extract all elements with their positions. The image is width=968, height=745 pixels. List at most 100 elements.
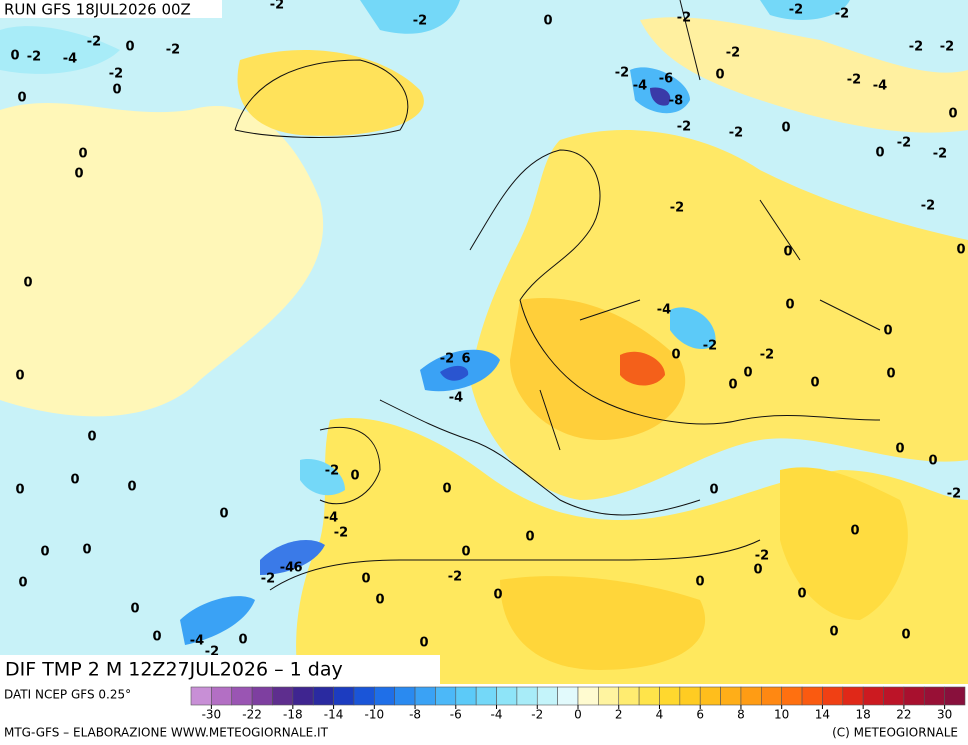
contour-label: -2 — [677, 11, 691, 26]
contour-label: 0 — [797, 587, 806, 602]
colorbar-tick-label: 6 — [696, 708, 704, 722]
contour-label: -4 — [63, 52, 77, 67]
contour-label: -4 — [280, 561, 294, 576]
cold-areas — [0, 0, 850, 645]
contour-label: -2 — [755, 549, 769, 564]
colorbar-swatch — [475, 686, 497, 706]
warm-areas — [0, 17, 968, 684]
contour-label: 0 — [70, 473, 79, 488]
colorbar-swatch — [231, 686, 253, 706]
contour-label: -4 — [324, 511, 338, 526]
contour-label: -2 — [109, 67, 123, 82]
colorbar-swatch — [353, 686, 375, 706]
colorbar-swatch — [923, 686, 945, 706]
contour-label: 0 — [695, 575, 704, 590]
contour-label: -2 — [933, 147, 947, 162]
colorbar-tick-label: 4 — [656, 708, 664, 722]
footer-right: (C) METEOGIORNALE — [832, 726, 958, 740]
contour-label: -2 — [947, 487, 961, 502]
contour-label: -2 — [413, 14, 427, 29]
contour-label: 0 — [728, 378, 737, 393]
colorbar-swatch — [862, 686, 884, 706]
title-box — [0, 0, 222, 18]
contour-label: 0 — [895, 442, 904, 457]
contour-label: 0 — [875, 146, 884, 161]
contour-label: -2 — [677, 120, 691, 135]
contour-label: 0 — [461, 545, 470, 560]
colorbar-swatch — [638, 686, 660, 706]
contour-label: 0 — [743, 366, 752, 381]
contour-label: 0 — [783, 245, 792, 260]
contour-label: -4 — [657, 303, 671, 318]
colorbar-swatch — [842, 686, 864, 706]
contour-label: 0 — [78, 147, 87, 162]
colorbar-tick-label: -2 — [531, 708, 543, 722]
colorbar-swatch — [435, 686, 457, 706]
colorbar-swatch — [190, 686, 212, 706]
colorbar-swatch — [699, 686, 721, 706]
contour-label: 0 — [901, 628, 910, 643]
contour-label: 0 — [525, 530, 534, 545]
contour-label: 0 — [493, 588, 502, 603]
map: -2-2 0 -2-2 -2-20 -4-2 0 -2-200-2-4 -6-80-2-2 -2… — [0, 0, 968, 684]
colorbar-swatch — [374, 686, 395, 706]
colorbar-swatch — [577, 686, 599, 706]
colorbar-swatch — [536, 686, 558, 706]
map-caption: DIF TMP 2 M 12Z27JUL2026 – 1 day — [5, 659, 343, 681]
contour-label: 0 — [850, 524, 859, 539]
colorbar-swatch — [251, 686, 273, 706]
colorbar-swatch — [822, 686, 844, 706]
contour-label: 0 — [829, 625, 838, 640]
contour-label: 0 — [125, 40, 134, 55]
contour-label: -2 — [760, 348, 774, 363]
contour-label: -2 — [670, 201, 684, 216]
contour-label: 0 — [671, 348, 680, 363]
contour-label: -2 — [448, 570, 462, 585]
colorbar-tick-label: -4 — [491, 708, 503, 722]
contour-label: 0 — [112, 83, 121, 98]
contour-label: -2 — [27, 50, 41, 65]
colorbar-swatch — [496, 686, 518, 706]
contour-label: -2 — [270, 0, 284, 13]
run-title: RUN GFS 18JUL2026 00Z — [4, 1, 191, 19]
contour-label: 0 — [543, 14, 552, 29]
contour-label: 0 — [15, 483, 24, 498]
contour-label: -2 — [325, 464, 339, 479]
colorbar-swatch — [720, 686, 742, 706]
colorbar-tick-label: -22 — [242, 708, 262, 722]
colorbar-tick-label: 30 — [937, 708, 952, 722]
contour-label: 0 — [956, 243, 965, 258]
contour-label: -2 — [261, 572, 275, 587]
contour-label: -2 — [440, 352, 454, 367]
contour-label: -2 — [921, 199, 935, 214]
colorbar-swatch — [333, 686, 355, 706]
colorbar-swatch — [312, 686, 334, 706]
contour-label: 0 — [10, 49, 19, 64]
colorbar-tick-label: -6 — [450, 708, 462, 722]
contour-label: 0 — [350, 469, 359, 484]
contour-label: -4 — [633, 79, 647, 94]
contour-label: 0 — [948, 107, 957, 122]
contour-label: 0 — [419, 636, 428, 651]
colorbar-tick-label: 14 — [815, 708, 830, 722]
contour-label: -2 — [835, 7, 849, 22]
contour-label: 0 — [715, 68, 724, 83]
contour-label: 0 — [785, 298, 794, 313]
contour-label: 0 — [40, 545, 49, 560]
contour-label: 0 — [375, 593, 384, 608]
contour-label: 0 — [810, 376, 819, 391]
contour-label: -2 — [726, 46, 740, 61]
contour-label: -2 — [909, 40, 923, 55]
contour-label: 0 — [17, 91, 26, 106]
colorbar-tick-label: -8 — [409, 708, 421, 722]
colorbar-swatch — [516, 686, 538, 706]
contour-label: 0 — [781, 121, 790, 136]
colorbar-swatch — [394, 686, 416, 706]
colorbar-swatch — [292, 686, 314, 706]
contour-label: -2 — [729, 126, 743, 141]
contour-label: 0 — [886, 367, 895, 382]
colorbar-tick-label: 0 — [574, 708, 582, 722]
contour-label: 6 — [461, 352, 470, 367]
colorbar-tick-label: 18 — [856, 708, 871, 722]
colorbar-swatch — [598, 686, 620, 706]
